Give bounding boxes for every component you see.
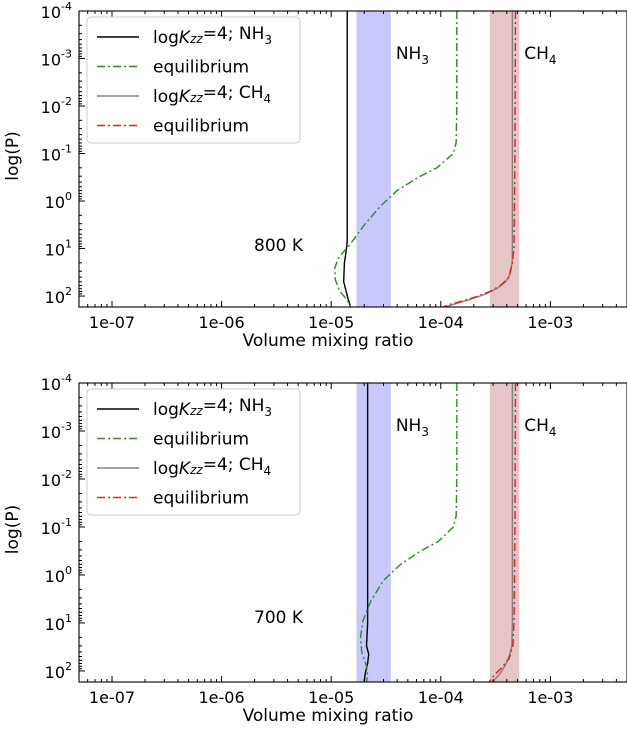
legend-entry: equilibrium — [153, 430, 249, 450]
series-line-4 — [488, 383, 517, 682]
legend-entry: equilibrium — [153, 117, 249, 137]
x-tick-label: 1e-04 — [418, 688, 464, 707]
series-line-1 — [342, 11, 352, 307]
y-tick-label: 102 — [45, 285, 72, 307]
x-tick-label: 1e-07 — [89, 313, 135, 332]
legend-entry: logKzz=4; NH3 — [153, 24, 272, 48]
y-tick-label: 10-1 — [41, 516, 72, 538]
temperature-annotation: 700 K — [254, 608, 304, 628]
legend-entry: logKzz=4; CH4 — [153, 455, 271, 479]
legend-entry: equilibrium — [153, 58, 249, 78]
y-tick-label: 10-2 — [41, 95, 72, 117]
y-tick-label: 10-4 — [41, 372, 72, 394]
legend-entry: logKzz=4; NH3 — [153, 396, 272, 420]
band-nh3 — [356, 11, 391, 307]
y-axis: 10-4 10-3 10-2 10-1 100 101 102 log(P) — [3, 372, 85, 682]
band-label: NH3 — [396, 416, 429, 439]
series-line-4 — [442, 11, 517, 307]
x-axis-label: Volume mixing ratio — [243, 706, 414, 726]
x-axis: 1e-07 1e-06 1e-05 1e-04 1e-03 Volume mixing r… — [78, 383, 627, 726]
x-tick-label: 1e-04 — [418, 313, 464, 332]
y-tick-label: 100 — [45, 190, 72, 212]
legend: logKzz=4; NH3 equilibrium logKzz=4; CH4 equ… — [86, 16, 301, 144]
legend-entry: logKzz=4; CH4 — [153, 83, 271, 107]
x-tick-label: 1e-06 — [199, 688, 245, 707]
y-tick-label: 10-3 — [41, 420, 72, 442]
legend: logKzz=4; NH3 equilibrium logKzz=4; CH4 equ… — [86, 388, 301, 516]
y-tick-label: 101 — [45, 612, 72, 634]
x-tick-label: 1e-03 — [527, 688, 573, 707]
x-tick-label: 1e-03 — [527, 313, 573, 332]
band-label: CH4 — [524, 44, 556, 67]
series-lines — [359, 383, 517, 682]
y-tick-label: 10-3 — [41, 48, 72, 70]
x-axis: 1e-07 1e-06 1e-05 1e-04 1e-03 Volume mixing r… — [78, 11, 627, 351]
legend-box — [86, 388, 301, 516]
x-tick-label: 1e-07 — [89, 688, 135, 707]
band-label: CH4 — [524, 416, 556, 439]
y-tick-label: 100 — [45, 564, 72, 586]
series-lines — [334, 11, 517, 307]
plot-frame — [78, 10, 627, 308]
panel-1: 1e-07 1e-06 1e-05 1e-04 1e-03 Volume mixing r… — [3, 0, 627, 351]
y-axis-label: log(P) — [3, 505, 23, 554]
y-tick-label: 10-2 — [41, 468, 72, 490]
legend-box — [86, 16, 301, 144]
panel-2: 1e-07 1e-06 1e-05 1e-04 1e-03 Volume mixing r… — [3, 372, 627, 726]
y-tick-label: 10-1 — [41, 143, 72, 165]
x-tick-label: 1e-05 — [308, 313, 354, 332]
legend-entry: equilibrium — [153, 489, 249, 509]
plot-frame — [78, 382, 627, 683]
y-tick-label: 102 — [45, 660, 72, 682]
y-tick-label: 101 — [45, 238, 72, 260]
x-tick-label: 1e-06 — [199, 313, 245, 332]
y-tick-label: 10-4 — [41, 0, 72, 22]
series-line-2 — [334, 11, 458, 307]
band-label: NH3 — [396, 44, 429, 67]
x-tick-label: 1e-05 — [308, 688, 354, 707]
temperature-annotation: 800 K — [254, 236, 304, 256]
band-nh3 — [356, 383, 391, 682]
y-axis-label: log(P) — [3, 131, 23, 180]
x-axis-label: Volume mixing ratio — [243, 331, 414, 351]
series-line-1 — [363, 383, 370, 682]
y-axis: 10-4 10-3 10-2 10-1 100 101 102 log(P) — [3, 0, 85, 307]
